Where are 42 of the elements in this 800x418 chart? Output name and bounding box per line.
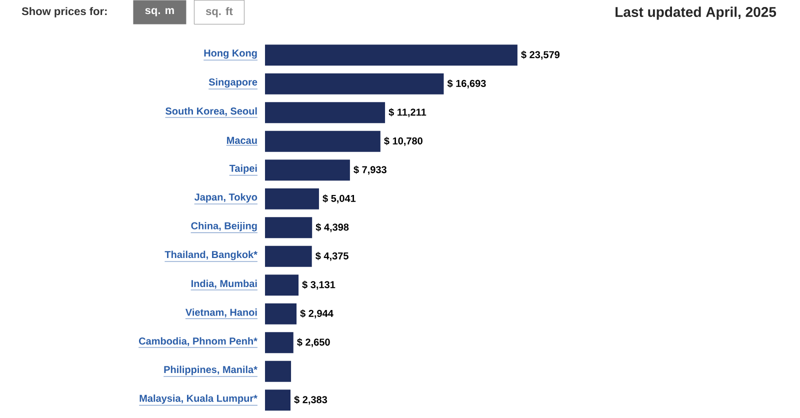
data-label: $ 2,944 bbox=[300, 309, 334, 318]
y-tick-label: Japan, Tokyo bbox=[194, 193, 258, 202]
y-tick-label: Malaysia, Kuala Lumpur* bbox=[140, 394, 258, 404]
data-label: $ 4,375 bbox=[316, 252, 348, 261]
data-label: $ 5,041 bbox=[322, 194, 356, 204]
text: Last updated April, 2025 bbox=[616, 6, 776, 20]
bar bbox=[265, 44, 518, 66]
data-label: $ 3,131 bbox=[302, 280, 336, 290]
text: sq. ft bbox=[206, 6, 233, 18]
y-tick-label: Taipei bbox=[229, 164, 257, 174]
y-tick-label: Cambodia, Phnom Penh* bbox=[138, 337, 258, 346]
data-label: $ 11,211 bbox=[388, 108, 426, 118]
data-label: $ 16,693 bbox=[447, 79, 486, 88]
bar bbox=[265, 274, 299, 296]
data-label: $ 2,650 bbox=[297, 338, 330, 348]
bar bbox=[265, 73, 444, 94]
bar bbox=[265, 102, 386, 124]
bar bbox=[265, 217, 312, 238]
data-label: $ 23,579 bbox=[521, 50, 560, 60]
bar bbox=[265, 160, 350, 181]
y-tick-label: India, Mumbai bbox=[191, 280, 257, 288]
bar bbox=[265, 390, 291, 411]
bar bbox=[265, 246, 312, 267]
bar bbox=[265, 130, 380, 152]
data-label: $ 2,383 bbox=[294, 396, 328, 405]
bar bbox=[265, 188, 319, 210]
y-tick-label: Hong Kong bbox=[204, 50, 257, 59]
y-tick-label: Philippines, Manila* bbox=[164, 366, 258, 375]
bar bbox=[265, 332, 294, 354]
y-tick-label: Vietnam, Hanoi bbox=[185, 308, 257, 318]
data-label: $ 4,398 bbox=[316, 223, 349, 232]
text: sq. m bbox=[145, 8, 174, 16]
y-tick-label: South Korea, Seoul bbox=[166, 107, 257, 116]
data-label: $ 7,933 bbox=[354, 166, 386, 175]
bar bbox=[265, 303, 297, 324]
bar bbox=[265, 360, 292, 382]
y-tick-label: Singapore bbox=[208, 78, 258, 88]
y-tick-label: China, Beijing bbox=[191, 222, 257, 232]
text: Show prices for: bbox=[22, 6, 107, 18]
data-label: $ 10,780 bbox=[384, 136, 422, 146]
y-tick-label: Macau bbox=[227, 136, 257, 144]
y-tick-label: Thailand, Bangkok* bbox=[164, 250, 258, 260]
